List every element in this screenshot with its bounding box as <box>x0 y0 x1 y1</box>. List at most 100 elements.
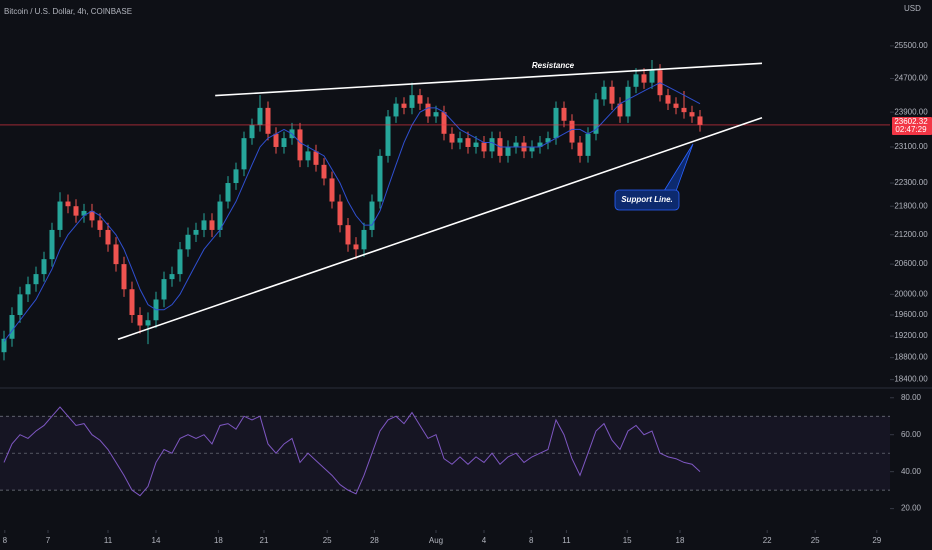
candle-body <box>361 229 367 250</box>
candle-body <box>617 103 623 117</box>
x-tick-label: 28 <box>370 536 379 545</box>
candle-body <box>481 142 487 152</box>
resistance-label: Resistance <box>532 61 575 70</box>
candle-body <box>449 133 455 143</box>
y-tick-label: 24700.00 <box>894 74 928 83</box>
candle-body <box>121 264 127 290</box>
currency-label: USD <box>904 4 921 13</box>
candle-body <box>545 138 551 143</box>
rsi-tick-label: 20.00 <box>901 504 922 513</box>
candle-body <box>401 103 407 108</box>
trend-line <box>215 62 763 97</box>
y-tick-label: 23100.00 <box>894 142 928 151</box>
y-tick-label: 20000.00 <box>894 289 928 298</box>
x-tick-label: 7 <box>46 536 51 545</box>
y-tick-label: 21200.00 <box>894 230 928 239</box>
y-tick-label: 18800.00 <box>894 353 928 362</box>
candle-body <box>97 220 103 230</box>
x-tick-label: 15 <box>623 536 632 545</box>
candle-body <box>209 220 215 230</box>
candle-body <box>393 103 399 117</box>
candle-body <box>417 95 423 104</box>
candle-body <box>313 151 319 165</box>
x-tick-label: 8 <box>3 536 8 545</box>
candle-body <box>529 146 535 152</box>
candle-body <box>169 274 175 280</box>
candle-body <box>561 107 567 121</box>
candle-body <box>1 338 7 353</box>
candle-body <box>225 183 231 202</box>
candle-body <box>281 138 287 147</box>
candle-body <box>321 164 327 179</box>
candle-body <box>353 244 359 250</box>
candle-body <box>337 201 343 226</box>
y-tick-label: 23900.00 <box>894 107 928 116</box>
candle-body <box>49 229 55 260</box>
x-tick-label: 21 <box>260 536 269 545</box>
candle-body <box>681 107 687 113</box>
candle-body <box>217 201 223 230</box>
last-price-label: 23602.32 <box>894 117 928 126</box>
candle-body <box>297 129 303 161</box>
x-tick-label: 25 <box>811 536 820 545</box>
x-tick-label: 14 <box>152 536 161 545</box>
candle-body <box>129 289 135 316</box>
candle-body <box>113 244 119 265</box>
candle-body <box>193 229 199 235</box>
candle-body <box>465 138 471 147</box>
callout-box <box>614 189 680 211</box>
countdown-label: 02:47:29 <box>895 125 927 134</box>
candle-body <box>593 99 599 134</box>
candle-body <box>569 120 575 143</box>
candle-body <box>649 70 655 83</box>
y-tick-label: 22300.00 <box>894 178 928 187</box>
rsi-tick-label: 80.00 <box>901 393 922 402</box>
candle-body <box>489 138 495 152</box>
candle-body <box>329 178 335 202</box>
candle-body <box>345 225 351 245</box>
x-tick-label: 8 <box>529 536 534 545</box>
candle-body <box>105 229 111 245</box>
candle-body <box>137 315 143 326</box>
chart-title: Bitcoin / U.S. Dollar, 4h, COINBASE <box>4 7 132 16</box>
candle-body <box>457 138 463 143</box>
candle-body <box>73 206 79 216</box>
candle-body <box>17 294 23 316</box>
candle-body <box>385 116 391 156</box>
y-tick-label: 25500.00 <box>894 41 928 50</box>
y-tick-label: 18400.00 <box>894 375 928 384</box>
candle-body <box>145 320 151 326</box>
rsi-line <box>3 406 701 497</box>
rsi-tick-label: 40.00 <box>901 467 922 476</box>
x-tick-label: Aug <box>429 536 443 545</box>
candle-body <box>41 259 47 275</box>
candle-body <box>553 107 559 139</box>
candle-body <box>273 133 279 147</box>
candle-body <box>689 112 695 117</box>
candle-body <box>65 201 71 207</box>
trend-line <box>117 116 763 341</box>
candle-body <box>409 95 415 108</box>
x-tick-label: 18 <box>214 536 223 545</box>
x-tick-label: 25 <box>323 536 332 545</box>
candle-body <box>177 249 183 275</box>
candle-body <box>305 151 311 161</box>
candle-body <box>233 169 239 184</box>
candle-body <box>633 74 639 87</box>
candle-body <box>33 274 39 285</box>
y-tick-label: 19200.00 <box>894 331 928 340</box>
candle-body <box>665 95 671 104</box>
candle-body <box>673 103 679 108</box>
candle-body <box>609 86 615 104</box>
candle-body <box>57 201 63 230</box>
x-tick-label: 11 <box>562 536 571 545</box>
candle-body <box>377 155 383 202</box>
candle-body <box>257 107 263 126</box>
candle-body <box>433 112 439 117</box>
x-tick-label: 11 <box>104 536 113 545</box>
candle-body <box>265 107 271 134</box>
candle-body <box>513 142 519 147</box>
y-tick-label: 20600.00 <box>894 259 928 268</box>
